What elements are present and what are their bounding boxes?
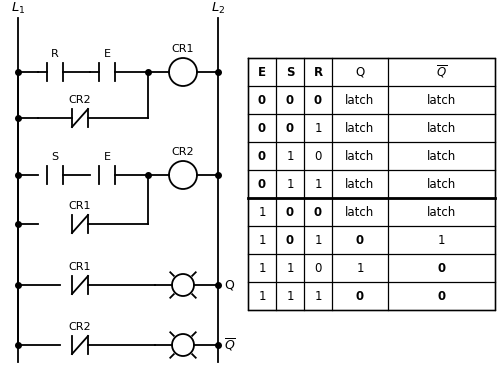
Text: CR2: CR2 [69, 95, 91, 105]
Text: 1: 1 [356, 262, 363, 275]
Text: 1: 1 [286, 149, 293, 162]
Text: 0: 0 [355, 233, 363, 246]
Text: CR2: CR2 [69, 322, 91, 332]
Text: 1: 1 [437, 233, 444, 246]
Text: $L_1$: $L_1$ [11, 1, 25, 16]
Text: latch: latch [345, 149, 374, 162]
Text: S: S [51, 152, 59, 162]
Text: 0: 0 [313, 206, 322, 219]
Text: 1: 1 [314, 178, 321, 191]
Text: latch: latch [426, 149, 455, 162]
Text: Q: Q [355, 65, 364, 78]
Text: 0: 0 [258, 121, 266, 134]
Text: 1: 1 [314, 233, 321, 246]
Text: 0: 0 [313, 94, 322, 107]
Text: $\overline{Q}$: $\overline{Q}$ [435, 64, 446, 80]
Text: $L_2$: $L_2$ [210, 1, 224, 16]
Text: CR2: CR2 [171, 147, 194, 157]
Text: latch: latch [345, 94, 374, 107]
Text: E: E [103, 152, 110, 162]
Text: Q: Q [223, 278, 233, 291]
Text: 0: 0 [258, 178, 266, 191]
Text: 0: 0 [314, 149, 321, 162]
Text: 0: 0 [258, 149, 266, 162]
Text: 1: 1 [258, 206, 265, 219]
Text: E: E [103, 49, 110, 59]
Text: latch: latch [426, 206, 455, 219]
Text: latch: latch [345, 121, 374, 134]
Text: 0: 0 [286, 121, 294, 134]
Text: 1: 1 [314, 290, 321, 303]
Text: 1: 1 [286, 178, 293, 191]
Text: $\overline{Q}$: $\overline{Q}$ [223, 337, 235, 353]
Text: latch: latch [426, 178, 455, 191]
Text: latch: latch [426, 94, 455, 107]
Text: R: R [51, 49, 59, 59]
Text: 0: 0 [258, 94, 266, 107]
Text: 1: 1 [258, 290, 265, 303]
Text: 0: 0 [355, 290, 363, 303]
Text: CR1: CR1 [171, 44, 194, 54]
Text: latch: latch [426, 121, 455, 134]
Text: 0: 0 [286, 233, 294, 246]
Text: 1: 1 [314, 121, 321, 134]
Text: 0: 0 [436, 290, 445, 303]
Text: 0: 0 [314, 262, 321, 275]
Text: 1: 1 [286, 290, 293, 303]
Text: 0: 0 [436, 262, 445, 275]
Text: CR1: CR1 [69, 262, 91, 272]
Text: 1: 1 [258, 233, 265, 246]
Text: S: S [285, 65, 294, 78]
Text: CR1: CR1 [69, 201, 91, 211]
Text: E: E [258, 65, 266, 78]
Text: 1: 1 [258, 262, 265, 275]
Text: latch: latch [345, 178, 374, 191]
Text: R: R [313, 65, 322, 78]
Text: 0: 0 [286, 206, 294, 219]
Text: latch: latch [345, 206, 374, 219]
Text: 1: 1 [286, 262, 293, 275]
Text: 0: 0 [286, 94, 294, 107]
